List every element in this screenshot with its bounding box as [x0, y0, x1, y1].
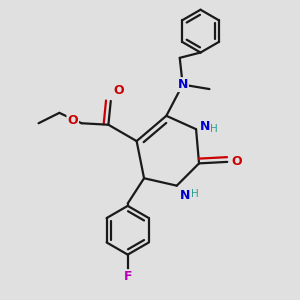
- Text: O: O: [232, 155, 242, 168]
- Text: N: N: [180, 189, 191, 202]
- Text: N: N: [200, 120, 210, 133]
- Text: F: F: [124, 270, 132, 283]
- Text: O: O: [68, 114, 78, 128]
- Text: H: H: [191, 189, 199, 199]
- Text: O: O: [114, 84, 124, 98]
- Text: H: H: [210, 124, 218, 134]
- Text: N: N: [178, 78, 188, 91]
